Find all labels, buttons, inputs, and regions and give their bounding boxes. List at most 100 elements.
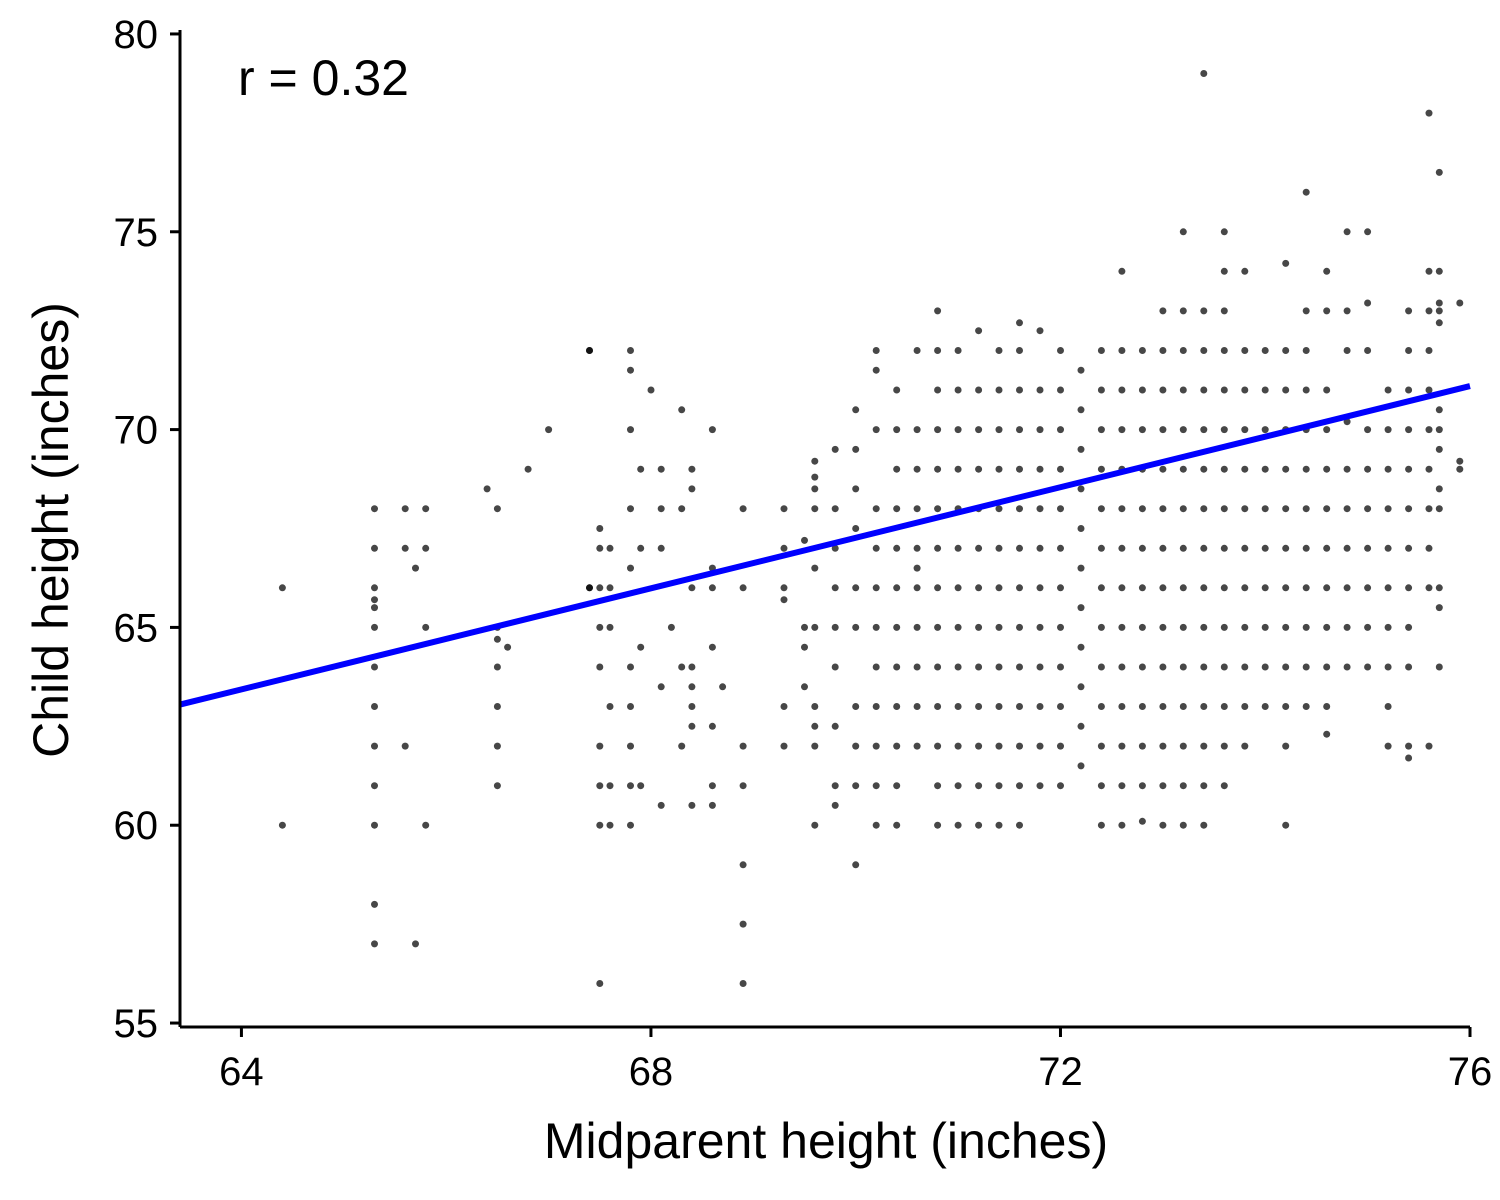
data-point xyxy=(412,940,419,948)
data-point xyxy=(1323,703,1331,710)
data-point xyxy=(493,505,501,513)
data-point xyxy=(1282,703,1290,710)
data-point xyxy=(1282,465,1290,473)
data-point xyxy=(1138,782,1146,790)
data-point xyxy=(1036,327,1044,335)
data-point xyxy=(678,406,686,414)
data-point xyxy=(1343,307,1351,315)
data-point xyxy=(954,386,962,394)
data-point xyxy=(1435,299,1443,307)
data-point xyxy=(1097,663,1105,671)
data-point xyxy=(780,703,788,710)
data-point xyxy=(493,703,501,710)
data-point xyxy=(1302,386,1310,394)
data-point xyxy=(1282,623,1290,631)
data-point xyxy=(1435,485,1443,493)
data-point xyxy=(1384,426,1392,434)
data-point xyxy=(995,505,1003,513)
data-point xyxy=(1323,307,1331,315)
data-point xyxy=(637,465,645,473)
data-point xyxy=(688,683,696,691)
data-point xyxy=(657,465,665,473)
data-point xyxy=(1435,307,1443,315)
data-point xyxy=(1159,782,1167,790)
data-point xyxy=(1425,386,1433,394)
data-point xyxy=(1261,544,1269,552)
data-point xyxy=(739,861,747,869)
data-point xyxy=(627,426,634,434)
data-point xyxy=(1261,584,1269,592)
data-point xyxy=(1241,386,1249,394)
data-point xyxy=(1016,544,1023,552)
data-point xyxy=(1323,505,1331,513)
data-point xyxy=(913,623,921,631)
data-point xyxy=(852,782,860,790)
data-point xyxy=(657,505,665,513)
data-point xyxy=(627,663,634,671)
data-point xyxy=(1077,445,1085,453)
data-point xyxy=(371,900,378,908)
data-point xyxy=(1364,299,1372,307)
data-point xyxy=(811,473,819,481)
data-point xyxy=(852,584,860,592)
y-axis-ticks: 55 60 65 70 75 80 xyxy=(114,13,180,1046)
data-point xyxy=(1200,742,1208,750)
data-point xyxy=(995,742,1003,750)
data-point xyxy=(893,505,901,513)
data-point xyxy=(913,742,921,750)
data-point xyxy=(678,505,686,513)
data-point xyxy=(975,742,983,750)
data-point xyxy=(1435,663,1443,671)
data-point xyxy=(1220,584,1228,592)
data-point xyxy=(657,544,665,552)
data-point xyxy=(1364,465,1372,473)
data-point xyxy=(1097,426,1105,434)
data-point xyxy=(975,584,983,592)
data-point xyxy=(1118,663,1126,671)
data-point xyxy=(893,386,901,394)
data-point xyxy=(1405,742,1413,750)
data-point xyxy=(913,465,921,473)
data-point xyxy=(1220,505,1228,513)
data-point xyxy=(371,940,378,948)
data-point xyxy=(811,722,819,730)
data-point xyxy=(1302,465,1310,473)
data-point xyxy=(1435,267,1443,275)
x-axis-ticks: 64 68 72 76 xyxy=(219,1027,1492,1094)
data-point xyxy=(1057,623,1064,631)
data-point xyxy=(1384,703,1392,710)
data-point xyxy=(893,544,901,552)
data-point xyxy=(739,742,747,750)
data-point xyxy=(1077,406,1085,414)
data-point xyxy=(678,663,686,671)
data-point xyxy=(1200,307,1208,315)
data-point xyxy=(493,663,501,671)
data-point xyxy=(1343,544,1351,552)
data-point xyxy=(1364,426,1372,434)
data-point xyxy=(872,544,880,552)
data-point xyxy=(1077,762,1085,770)
data-point xyxy=(1302,188,1310,196)
data-point xyxy=(975,465,983,473)
data-point xyxy=(975,821,983,829)
data-point xyxy=(371,544,378,552)
data-point xyxy=(1159,663,1167,671)
data-point xyxy=(1261,703,1269,710)
data-point xyxy=(913,505,921,513)
data-point xyxy=(708,722,716,730)
data-point xyxy=(1057,465,1064,473)
data-point xyxy=(1405,663,1413,671)
data-point xyxy=(1384,623,1392,631)
data-point xyxy=(893,465,901,473)
data-point xyxy=(934,821,942,829)
data-point xyxy=(1220,307,1228,315)
data-point xyxy=(1241,505,1249,513)
data-point xyxy=(1159,544,1167,552)
points-layer xyxy=(278,70,1464,987)
data-point xyxy=(831,544,839,552)
data-point xyxy=(995,544,1003,552)
y-axis-title: Child height (inches) xyxy=(23,302,79,758)
data-point xyxy=(780,544,788,552)
data-point xyxy=(1077,604,1085,612)
data-point xyxy=(1179,742,1187,750)
